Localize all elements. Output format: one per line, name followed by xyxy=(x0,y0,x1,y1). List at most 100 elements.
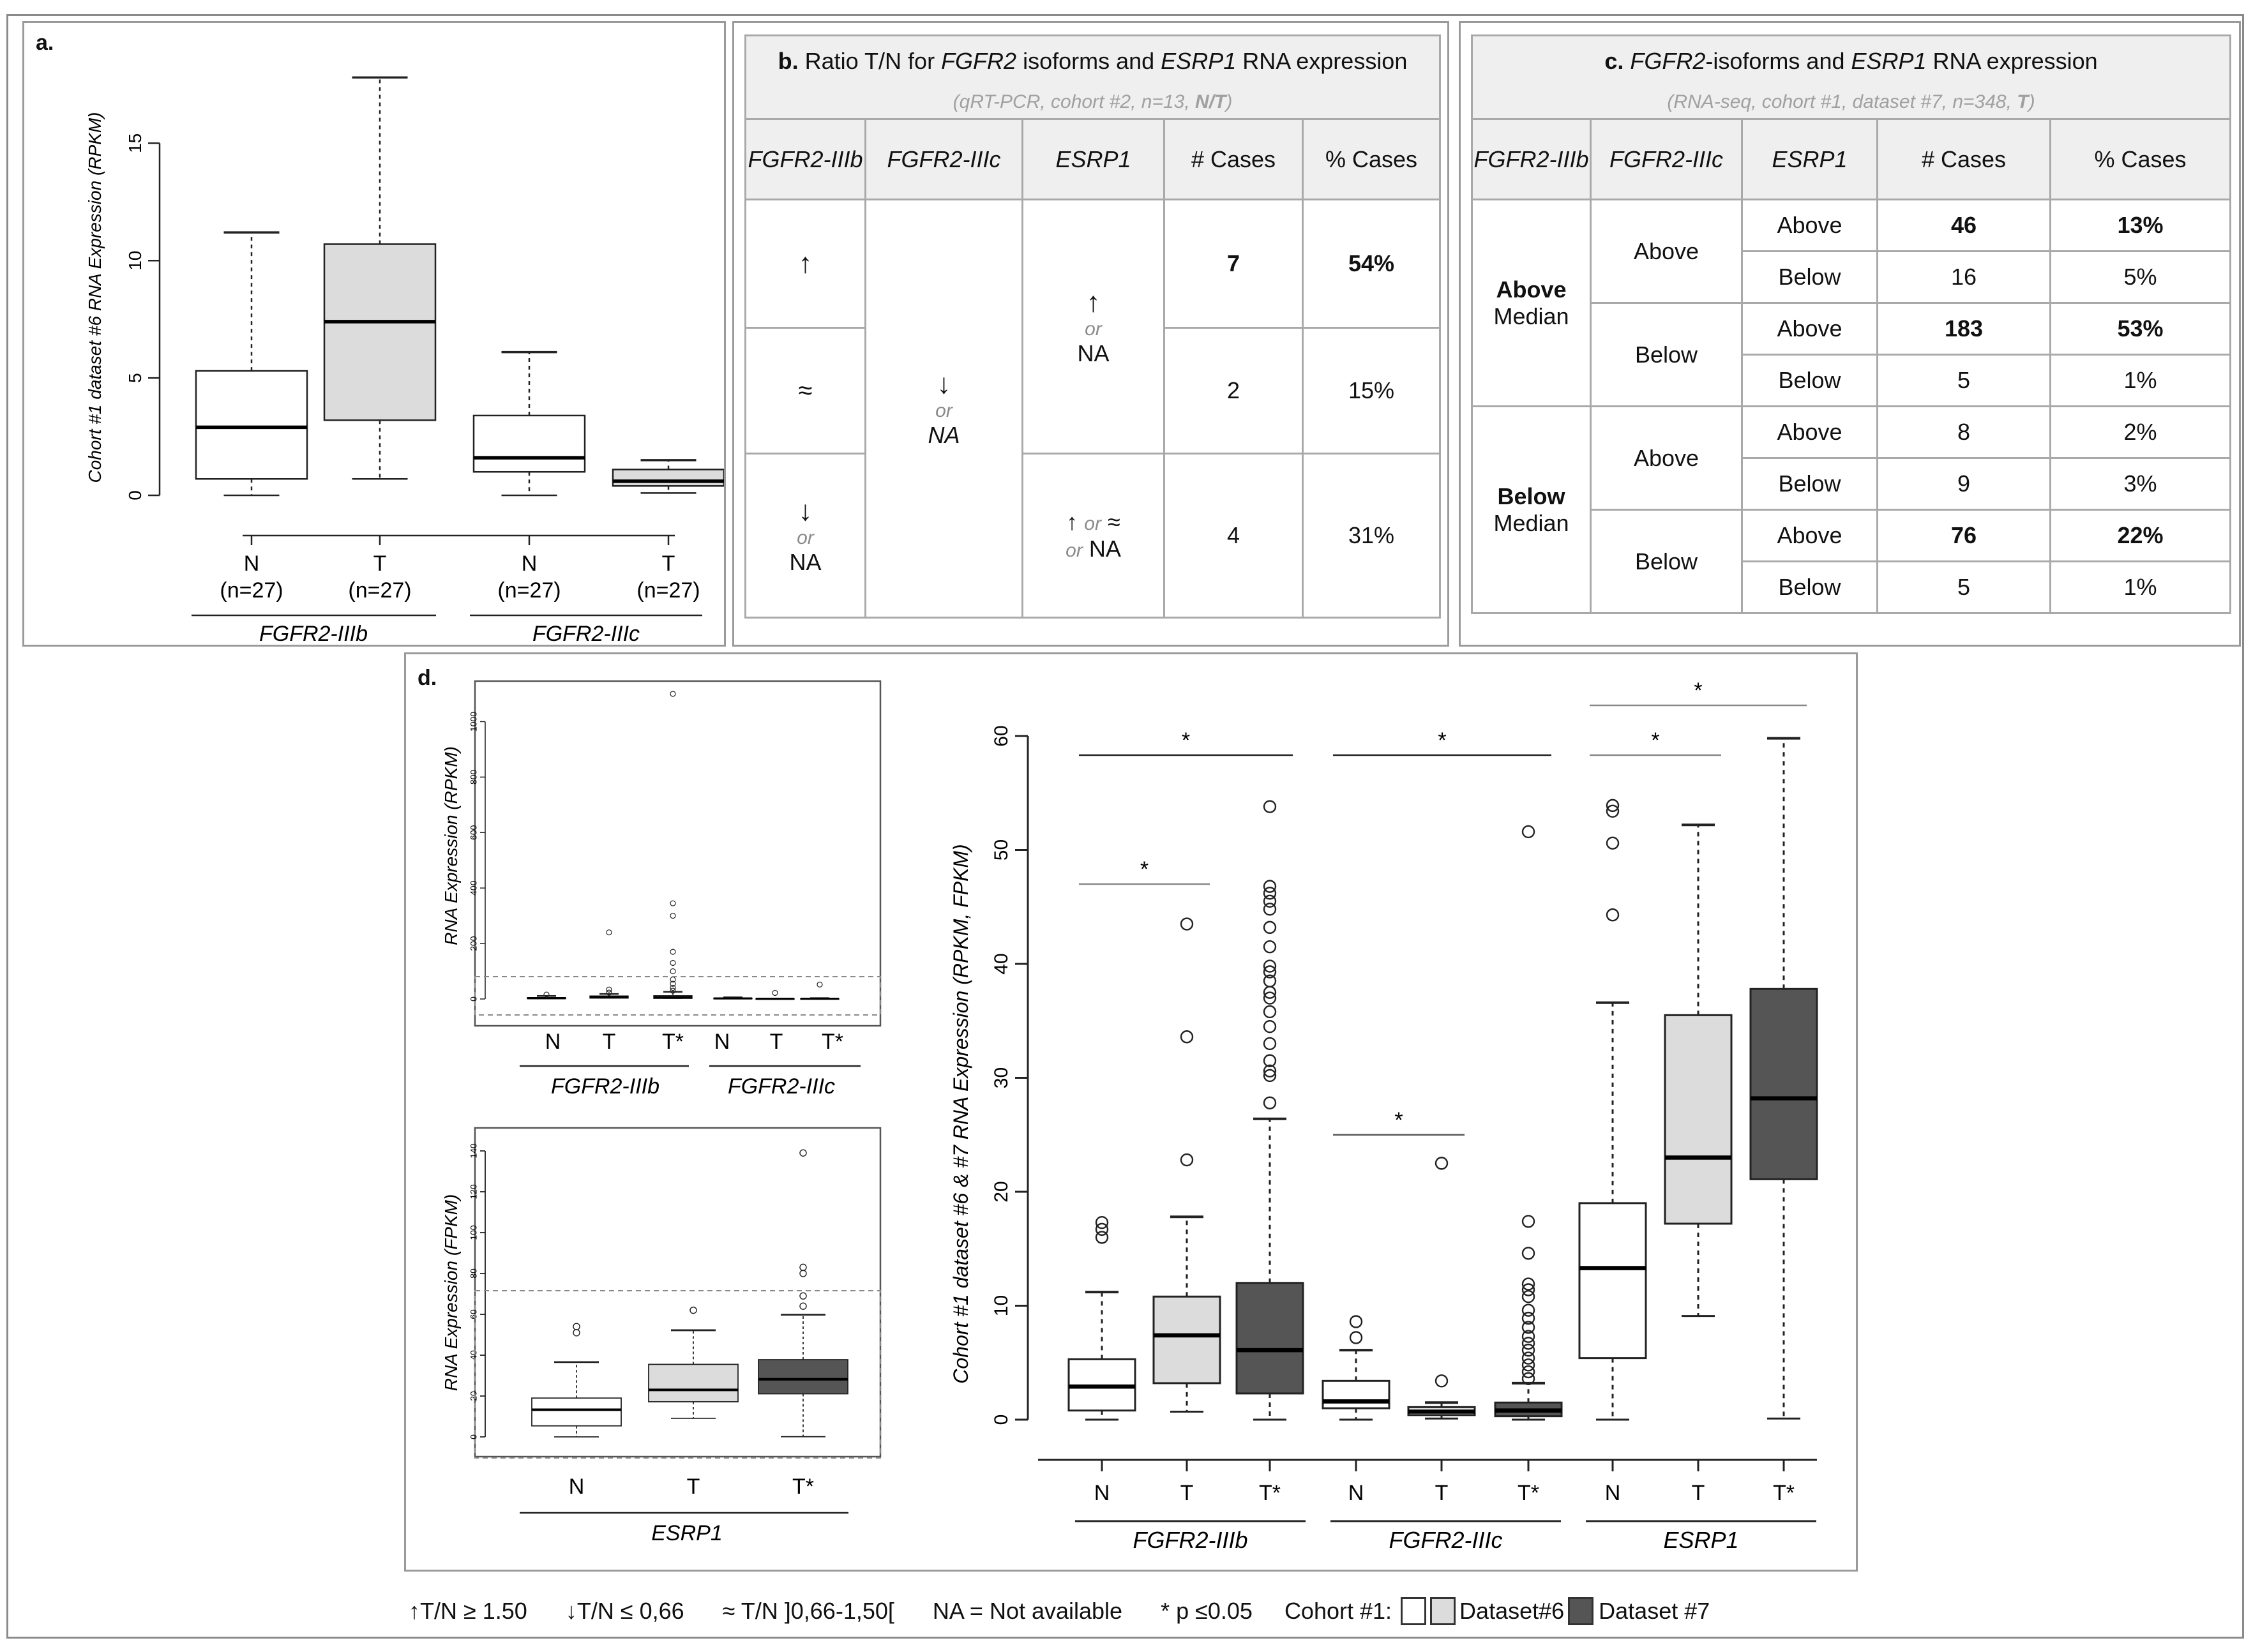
table-b-header: FGFR2-IIIc xyxy=(864,118,1023,200)
table-c-iiic: Below xyxy=(1590,302,1743,407)
outlier-point xyxy=(817,981,823,988)
legend-up: ↑T/N ≥ 1.50 xyxy=(409,1598,527,1624)
legend-swatch-white xyxy=(1401,1597,1427,1625)
table-c-pct: 1% xyxy=(2049,560,2232,614)
table-c-header: % Cases xyxy=(2049,118,2232,200)
outlier-point xyxy=(1263,940,1277,954)
outlier-point xyxy=(1521,1247,1535,1260)
y-tick-label: 20 xyxy=(991,1181,1012,1202)
x-tick-label: T* xyxy=(792,1475,814,1499)
legend-down: ↓T/N ≤ 0,66 xyxy=(565,1598,684,1624)
y-tick-label: 800 xyxy=(468,769,478,785)
table-c-iiib: Above Median xyxy=(1471,199,1592,407)
legend-cohort: Cohort #1: xyxy=(1284,1598,1392,1624)
y-tick-label: 0 xyxy=(125,490,145,500)
significance-star: * xyxy=(1438,728,1446,753)
x-tick-label: T xyxy=(662,552,675,576)
table-c-header: FGFR2-IIIb xyxy=(1471,118,1592,200)
table-b-cell-pct: 54% xyxy=(1301,199,1442,329)
box xyxy=(1578,1202,1647,1360)
legend-swatch-dark xyxy=(1568,1597,1594,1625)
box xyxy=(1322,1379,1390,1409)
outlier-point xyxy=(606,986,612,993)
outlier-point xyxy=(670,959,676,966)
outlier-point xyxy=(1263,920,1277,935)
y-tick-label: 10 xyxy=(125,251,145,271)
x-tick-label: N xyxy=(569,1475,585,1499)
table-c-esrp1: Above xyxy=(1741,509,1878,562)
x-tick-label: T* xyxy=(662,1030,684,1054)
x-n-label: (n=27) xyxy=(220,578,283,603)
table-b-header: % Cases xyxy=(1301,118,1442,200)
legend-dataset7: Dataset #7 xyxy=(1599,1598,1710,1624)
y-tick-label: 60 xyxy=(468,1309,478,1319)
outlier-point xyxy=(573,1329,580,1337)
gene-label: FGFR2-IIIb xyxy=(551,1074,659,1099)
table-c-header: ESRP1 xyxy=(1741,118,1878,200)
x-tick-label: N xyxy=(1094,1481,1110,1505)
table-c-pct: 53% xyxy=(2049,302,2232,356)
box xyxy=(758,1359,848,1395)
x-tick-label: N xyxy=(1348,1481,1364,1505)
outlier-point xyxy=(1263,894,1277,908)
y-tick-label: 600 xyxy=(468,825,478,840)
outlier-point xyxy=(1521,1311,1535,1325)
table-b-header: # Cases xyxy=(1163,118,1304,200)
significance-star: * xyxy=(1140,857,1149,882)
outlier-point xyxy=(1521,825,1535,839)
outlier-point xyxy=(1521,1321,1535,1334)
outlier-point xyxy=(799,1302,807,1310)
outlier-point xyxy=(1263,903,1277,916)
table-c-pct: 22% xyxy=(2049,509,2232,562)
outlier-point xyxy=(1349,1315,1363,1328)
y-tick-label: 15 xyxy=(125,133,145,153)
table-c-esrp1: Below xyxy=(1741,250,1878,304)
zoom-box xyxy=(474,976,881,1016)
table-b-title: b. Ratio T/N for FGFR2 isoforms and ESRP… xyxy=(744,34,1442,86)
y-tick-label: 40 xyxy=(991,953,1012,974)
y-tick-label: 140 xyxy=(468,1143,478,1159)
outlier-point xyxy=(1606,799,1620,813)
x-tick-label: N xyxy=(545,1030,561,1054)
outlier-point xyxy=(1095,1222,1109,1236)
y-tick-label: 400 xyxy=(468,880,478,896)
outlier-point xyxy=(670,968,676,975)
small-top-frame xyxy=(474,680,882,1027)
table-b-cell-esrp1: ↑ or NA xyxy=(1021,199,1165,454)
outlier-point xyxy=(606,929,612,936)
x-n-label: (n=27) xyxy=(637,578,700,603)
legend-swatch-light xyxy=(1430,1597,1456,1625)
legend-na: NA = Not available xyxy=(932,1598,1123,1624)
x-tick-label: T xyxy=(1435,1481,1449,1505)
panel-a: a. 0 5 10 15 Cohort #1 dataset #6 RNA Expres… xyxy=(22,21,726,647)
y-tick-label: 80 xyxy=(468,1268,478,1279)
outlier-point xyxy=(1180,1153,1194,1167)
table-c-cases: 9 xyxy=(1876,457,2051,511)
outlier-point xyxy=(799,1149,807,1157)
outlier-point xyxy=(670,691,676,697)
table-c-iiic: Above xyxy=(1590,199,1743,304)
table-b-cell-pct: 15% xyxy=(1301,327,1442,454)
x-tick-label: T* xyxy=(822,1030,843,1054)
outlier-point xyxy=(689,1306,697,1314)
x-tick-label: T* xyxy=(1259,1481,1281,1505)
main-ylabel: Cohort #1 dataset #6 & #7 RNA Expression… xyxy=(949,844,972,1383)
y-tick-label: 60 xyxy=(991,725,1012,746)
box xyxy=(195,370,308,480)
outlier-point xyxy=(1435,1374,1449,1388)
table-b-cell-iiic: ↓ or NA xyxy=(864,199,1023,619)
outlier-point xyxy=(799,1270,807,1277)
significance-star: * xyxy=(1182,728,1190,753)
outlier-point xyxy=(772,989,778,996)
x-n-label: (n=27) xyxy=(497,578,561,603)
table-b-cell-pct: 31% xyxy=(1301,453,1442,619)
outlier-point xyxy=(1263,1037,1277,1051)
outlier-point xyxy=(1521,1330,1535,1343)
outlier-point xyxy=(1521,1303,1535,1317)
table-b-cell-iiib: ↑ xyxy=(744,199,866,329)
table-c-pct: 3% xyxy=(2049,457,2232,511)
table-b-cell-cases: 7 xyxy=(1163,199,1304,329)
x-tick-label: T* xyxy=(1773,1481,1795,1505)
x-tick-label: T xyxy=(1180,1481,1194,1505)
outlier-point xyxy=(1521,1358,1535,1372)
